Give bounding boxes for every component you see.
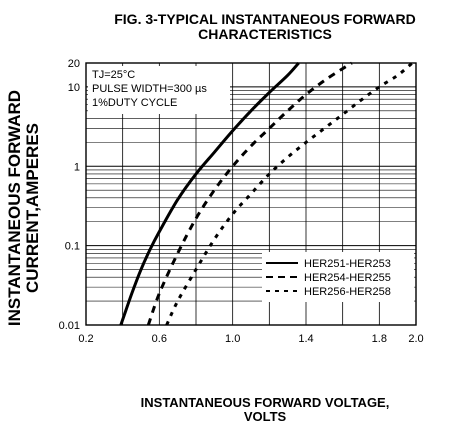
test-condition: TJ=25°C xyxy=(92,69,135,81)
legend-label: HER251-HER253 xyxy=(304,258,391,270)
x-tick-label: 2.0 xyxy=(408,333,423,345)
y-tick-label: 10 xyxy=(68,82,80,94)
series-line-2 xyxy=(146,61,353,326)
x-tick-label: 0.6 xyxy=(152,333,167,345)
conditions-box xyxy=(88,66,230,114)
series-line-1 xyxy=(119,61,300,326)
legend-box xyxy=(262,252,414,302)
series-line-3 xyxy=(165,61,414,326)
chart-title-line-2: CHARACTERISTICS xyxy=(198,26,332,42)
chart-title: FIG. 3-TYPICAL INSTANTANEOUS FORWARD CHA… xyxy=(60,12,464,42)
x-tick-label: 1.0 xyxy=(225,333,240,345)
x-tick-label: 1.8 xyxy=(372,333,387,345)
chart-title-line-1: FIG. 3-TYPICAL INSTANTANEOUS FORWARD xyxy=(114,11,416,27)
test-condition: PULSE WIDTH=300 µs xyxy=(92,83,207,95)
x-tick-label: 1.4 xyxy=(298,333,313,345)
x-tick-label: 0.2 xyxy=(78,333,93,345)
y-tick-label: 20 xyxy=(68,58,80,70)
x-axis-label: INSTANTANEOUS FORWARD VOLTAGE, VOLTS xyxy=(60,396,464,424)
y-tick-label: 1 xyxy=(74,161,80,173)
x-axis-label-line-1: INSTANTANEOUS FORWARD VOLTAGE, xyxy=(140,395,390,410)
plot-frame xyxy=(85,62,417,326)
legend-label: HER256-HER258 xyxy=(304,286,391,298)
legend-label: HER254-HER255 xyxy=(304,272,391,284)
y-tick-label: 0.1 xyxy=(65,241,80,253)
y-tick-label: 0.01 xyxy=(59,320,80,332)
x-axis-label-line-2: VOLTS xyxy=(243,409,287,424)
test-condition: 1%DUTY CYCLE xyxy=(92,97,177,109)
